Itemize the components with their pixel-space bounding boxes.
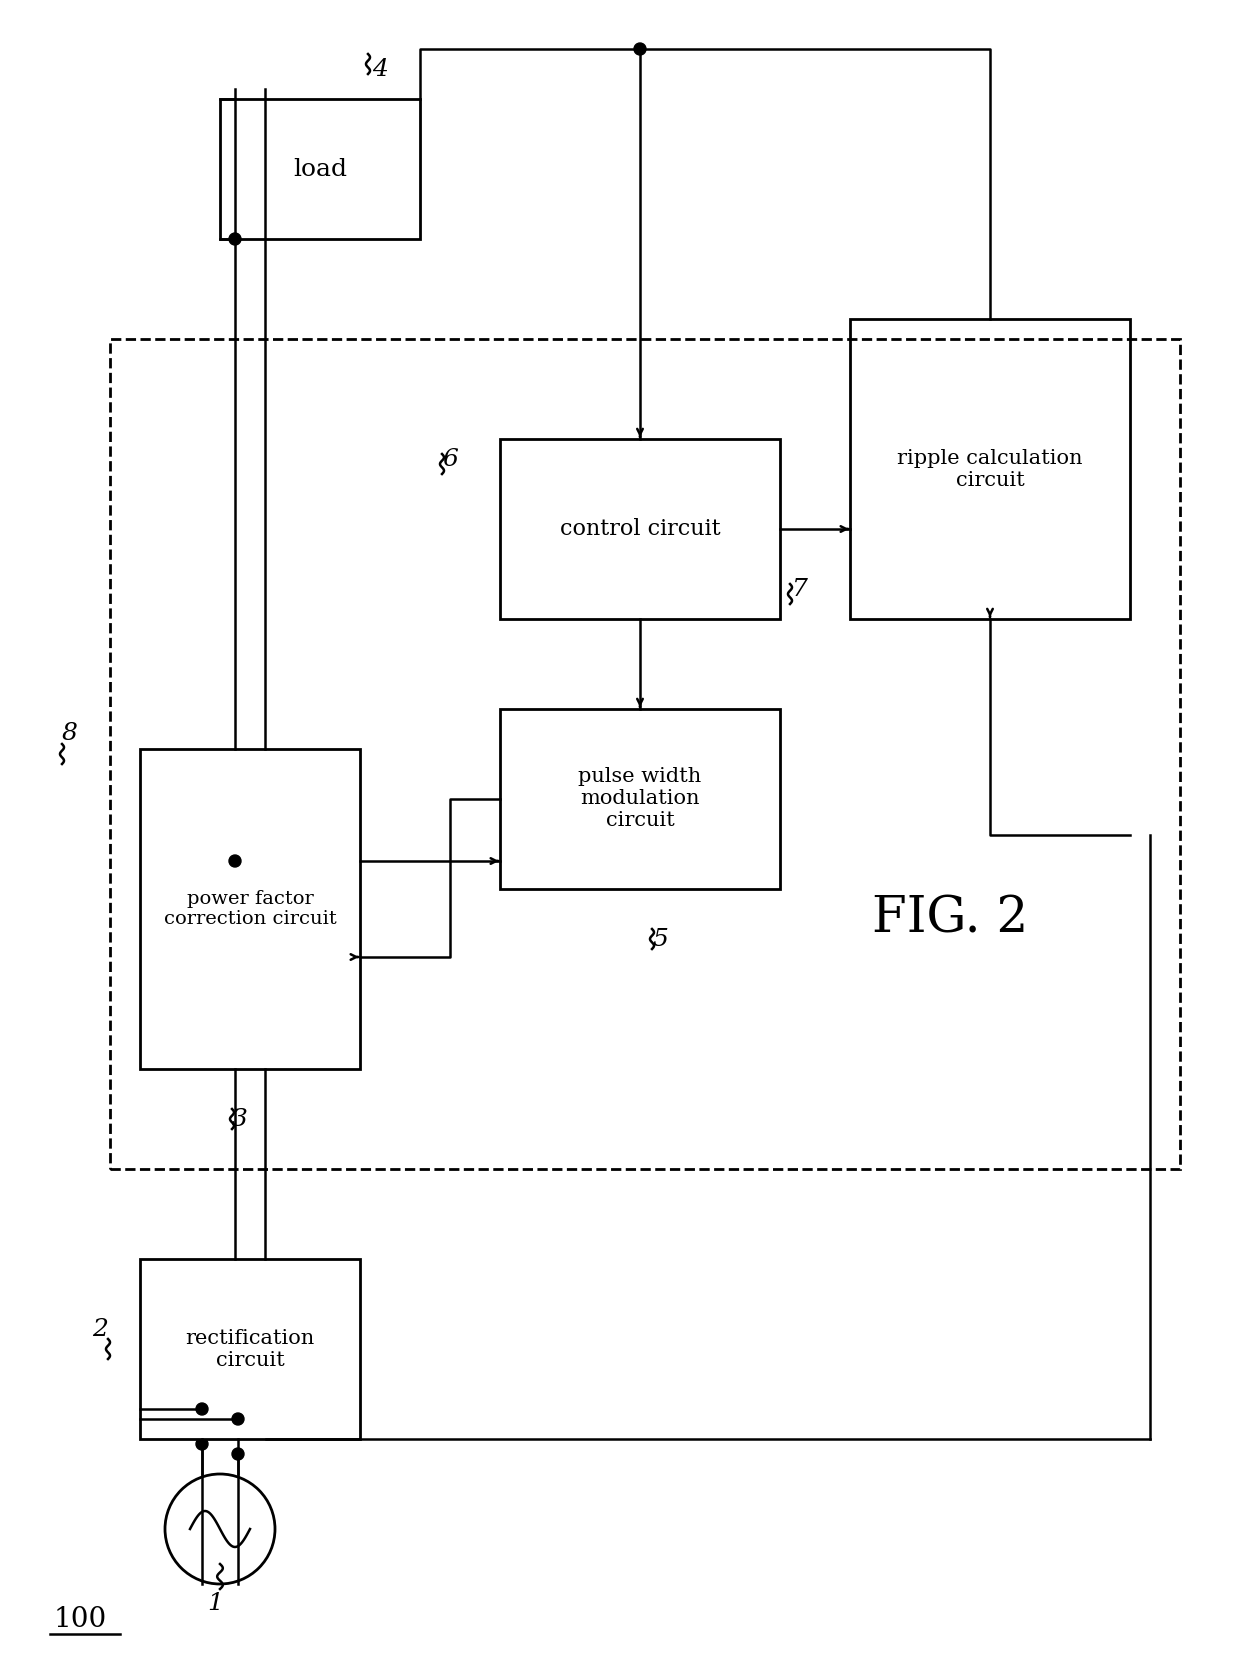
- Text: 8: 8: [62, 723, 78, 746]
- Text: 5: 5: [652, 928, 668, 951]
- FancyBboxPatch shape: [140, 1258, 360, 1439]
- Text: 7: 7: [792, 577, 808, 601]
- Text: rectification
circuit: rectification circuit: [185, 1329, 315, 1370]
- Text: power factor
correction circuit: power factor correction circuit: [164, 890, 336, 928]
- FancyBboxPatch shape: [849, 319, 1130, 619]
- Circle shape: [165, 1474, 275, 1584]
- Circle shape: [196, 1439, 208, 1450]
- Circle shape: [232, 1414, 244, 1425]
- Text: load: load: [293, 157, 347, 180]
- Text: 2: 2: [92, 1317, 108, 1340]
- Text: 100: 100: [53, 1606, 107, 1632]
- Text: control circuit: control circuit: [559, 517, 720, 541]
- Text: 4: 4: [372, 57, 388, 80]
- FancyBboxPatch shape: [219, 98, 420, 239]
- Circle shape: [232, 1449, 244, 1460]
- Text: 3: 3: [232, 1108, 248, 1130]
- Circle shape: [634, 43, 646, 55]
- Text: ripple calculation
circuit: ripple calculation circuit: [898, 449, 1083, 489]
- Circle shape: [229, 855, 241, 866]
- Text: pulse width
modulation
circuit: pulse width modulation circuit: [578, 768, 702, 831]
- FancyBboxPatch shape: [140, 749, 360, 1070]
- FancyBboxPatch shape: [500, 439, 780, 619]
- FancyBboxPatch shape: [500, 709, 780, 890]
- Text: FIG. 2: FIG. 2: [872, 895, 1028, 943]
- Text: 6: 6: [443, 447, 458, 471]
- Circle shape: [196, 1404, 208, 1415]
- Text: 1: 1: [207, 1592, 223, 1616]
- Circle shape: [229, 234, 241, 245]
